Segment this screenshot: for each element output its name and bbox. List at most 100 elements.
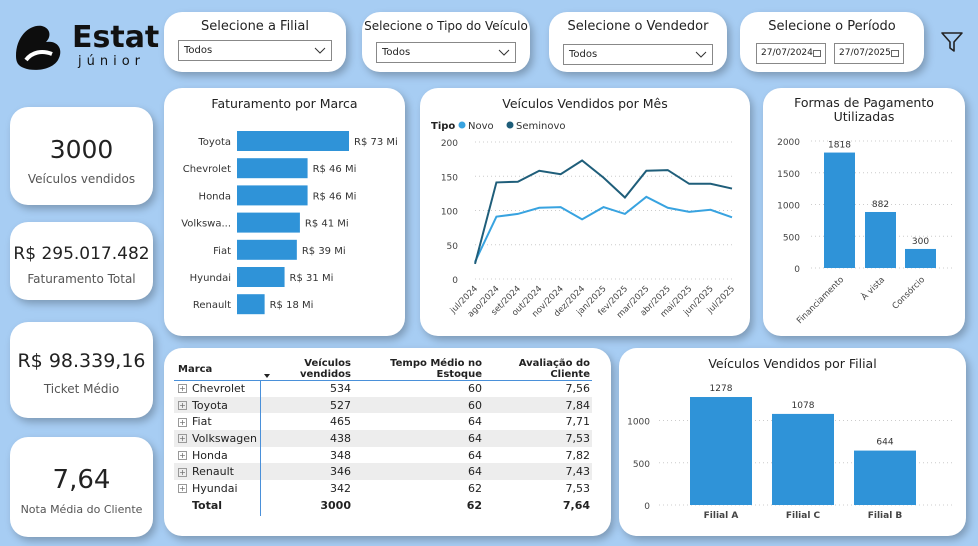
kpi-nota-value: 7,64: [52, 465, 111, 495]
filter-icon[interactable]: [940, 30, 964, 54]
tempo-cell: 60: [468, 381, 482, 395]
bar: [905, 248, 936, 268]
sort-desc-icon: [264, 374, 270, 378]
end-date-value: 27/07/2025: [839, 48, 891, 58]
bar-category-label: Chevrolet: [183, 164, 231, 175]
marca-cell: + Fiat: [174, 413, 258, 430]
total-label: Total: [192, 498, 223, 512]
tempo-cell: 64: [468, 415, 482, 429]
tipo-dropdown[interactable]: Todos: [376, 42, 516, 63]
y-tick-label: 50: [447, 242, 459, 252]
start-date-input[interactable]: 27/07/2024: [756, 43, 826, 64]
table-row[interactable]: + Honda 348 64 7,82: [174, 447, 592, 464]
kpi-faturamento-value: R$ 295.017.482: [13, 244, 150, 264]
marca-table-card: Marca Veículos vendidos Tempo Médio no E…: [164, 348, 611, 536]
x-tick-label: Filial A: [704, 511, 739, 521]
bar-data-label: R$ 46 Mi: [313, 164, 357, 175]
vendidos-cell: 346: [330, 465, 351, 479]
bar-data-label: R$ 46 Mi: [313, 191, 357, 202]
bar-data-label: 300: [912, 237, 929, 247]
expand-icon[interactable]: +: [178, 384, 187, 394]
y-tick-label: 2000: [777, 138, 800, 148]
expand-icon[interactable]: +: [178, 434, 187, 444]
filial-slicer-title: Selecione a Filial: [201, 19, 309, 34]
faturamento-marca-chart: Faturamento por Marca Toyota R$ 73 Mi Chev…: [164, 88, 405, 336]
x-tick-label: Filial B: [868, 511, 903, 521]
vendedor-dropdown[interactable]: Todos: [563, 44, 713, 65]
marca-name: Volkswagen: [192, 431, 258, 445]
y-tick-label: 0: [794, 265, 800, 275]
kpi-ticket: R$ 98.339,16 Ticket Médio: [10, 322, 153, 418]
table-row[interactable]: + Toyota 527 60 7,84: [174, 396, 592, 414]
vendidos-mes-chart: Veículos Vendidos por Mês Tipo Novo Semino…: [420, 88, 750, 336]
faturamento-marca-svg: Toyota R$ 73 Mi Chevrolet R$ 46 Mi Honda R$ 4…: [181, 131, 398, 315]
expand-icon[interactable]: +: [178, 401, 187, 411]
y-tick-label: 100: [441, 208, 458, 218]
marca-cell: + Renault: [174, 463, 258, 480]
table-row[interactable]: + Renault 346 64 7,43: [174, 463, 592, 481]
table-row[interactable]: + Chevrolet 534 60 7,56: [174, 380, 592, 397]
vendidos-mes-svg: Tipo Novo Seminovo050100150200jul/2024ago/…: [431, 121, 737, 320]
legend-marker: [506, 121, 514, 129]
vendedor-dropdown-value: Todos: [569, 49, 598, 60]
expand-icon[interactable]: +: [178, 484, 187, 494]
table-row[interactable]: + Volkswagen 438 64 7,53: [174, 430, 592, 447]
filial-dropdown-value: Todos: [184, 45, 213, 56]
y-tick-label: 0: [644, 502, 650, 512]
col-avaliacao[interactable]: Avaliação do Cliente: [518, 358, 590, 380]
x-tick-label: À vista: [858, 274, 887, 303]
bar-data-label: 644: [876, 438, 893, 448]
col-vendidos[interactable]: Veículos vendidos: [300, 358, 351, 380]
y-tick-label: 0: [452, 276, 458, 286]
table-row[interactable]: + Fiat 465 64 7,71: [174, 413, 592, 430]
y-tick-label: 200: [441, 139, 458, 149]
kpi-nota: 7,64 Nota Média do Cliente: [10, 437, 153, 537]
pagamento-svg: 0 500 1000 1500 2000 1818 Financiamento 882 À vi…: [777, 138, 955, 326]
total-tempo: 62: [466, 498, 482, 512]
kpi-nota-label: Nota Média do Cliente: [20, 503, 143, 516]
vendedor-slicer-title: Selecione o Vendedor: [567, 19, 709, 34]
avaliacao-cell: 7,71: [565, 415, 591, 429]
legend-label: Seminovo: [516, 121, 566, 132]
bar: [237, 294, 265, 315]
marca-table: Marca Veículos vendidos Tempo Médio no E…: [174, 358, 592, 514]
bar-category-label: Honda: [199, 191, 231, 202]
vendidos-cell: 348: [330, 448, 351, 462]
pagamento-title: Formas de Pagamento Utilizadas: [794, 95, 934, 124]
vendedor-slicer: Selecione o Vendedor Todos: [549, 12, 727, 72]
marca-cell: + Honda: [174, 447, 258, 464]
marca-cell: + Toyota: [174, 397, 258, 414]
total-vendidos: 3000: [320, 498, 351, 512]
bar: [824, 152, 855, 268]
end-date-input[interactable]: 27/07/2025: [834, 43, 904, 64]
expand-icon[interactable]: +: [178, 417, 187, 427]
table-row[interactable]: + Hyundai 342 62 7,53: [174, 480, 592, 497]
col-tempo[interactable]: Tempo Médio no Estoque: [390, 358, 482, 380]
table-column-divider: [260, 381, 261, 516]
bar-data-label: 1078: [792, 401, 815, 411]
chevron-down-icon: [314, 47, 326, 54]
tempo-cell: 60: [468, 398, 482, 412]
expand-icon[interactable]: +: [178, 467, 187, 477]
col-marca[interactable]: Marca: [178, 363, 213, 375]
bar-data-label: R$ 73 Mi: [354, 137, 398, 148]
bar-data-label: R$ 31 Mi: [290, 273, 334, 284]
bar: [237, 212, 300, 233]
bar: [237, 158, 308, 179]
expand-icon[interactable]: +: [178, 451, 187, 461]
marca-name: Fiat: [192, 415, 212, 429]
periodo-slicer-title: Selecione o Período: [768, 19, 896, 34]
vendidos-cell: 534: [330, 381, 351, 395]
tempo-cell: 64: [468, 431, 482, 445]
filial-title: Veículos Vendidos por Filial: [708, 356, 877, 371]
vendidos-cell: 527: [330, 398, 351, 412]
tipo-slicer: Selecione o Tipo do Veículo Todos: [362, 12, 530, 72]
series-line-seminovo: [474, 159, 733, 265]
bar-category-label: Toyota: [197, 137, 231, 148]
filial-dropdown[interactable]: Todos: [178, 40, 332, 61]
y-tick-label: 1000: [627, 418, 650, 428]
avaliacao-cell: 7,56: [565, 381, 591, 395]
chevron-down-icon: [498, 49, 510, 56]
bar-data-label: 1278: [710, 384, 733, 394]
y-tick-label: 1000: [777, 202, 800, 212]
